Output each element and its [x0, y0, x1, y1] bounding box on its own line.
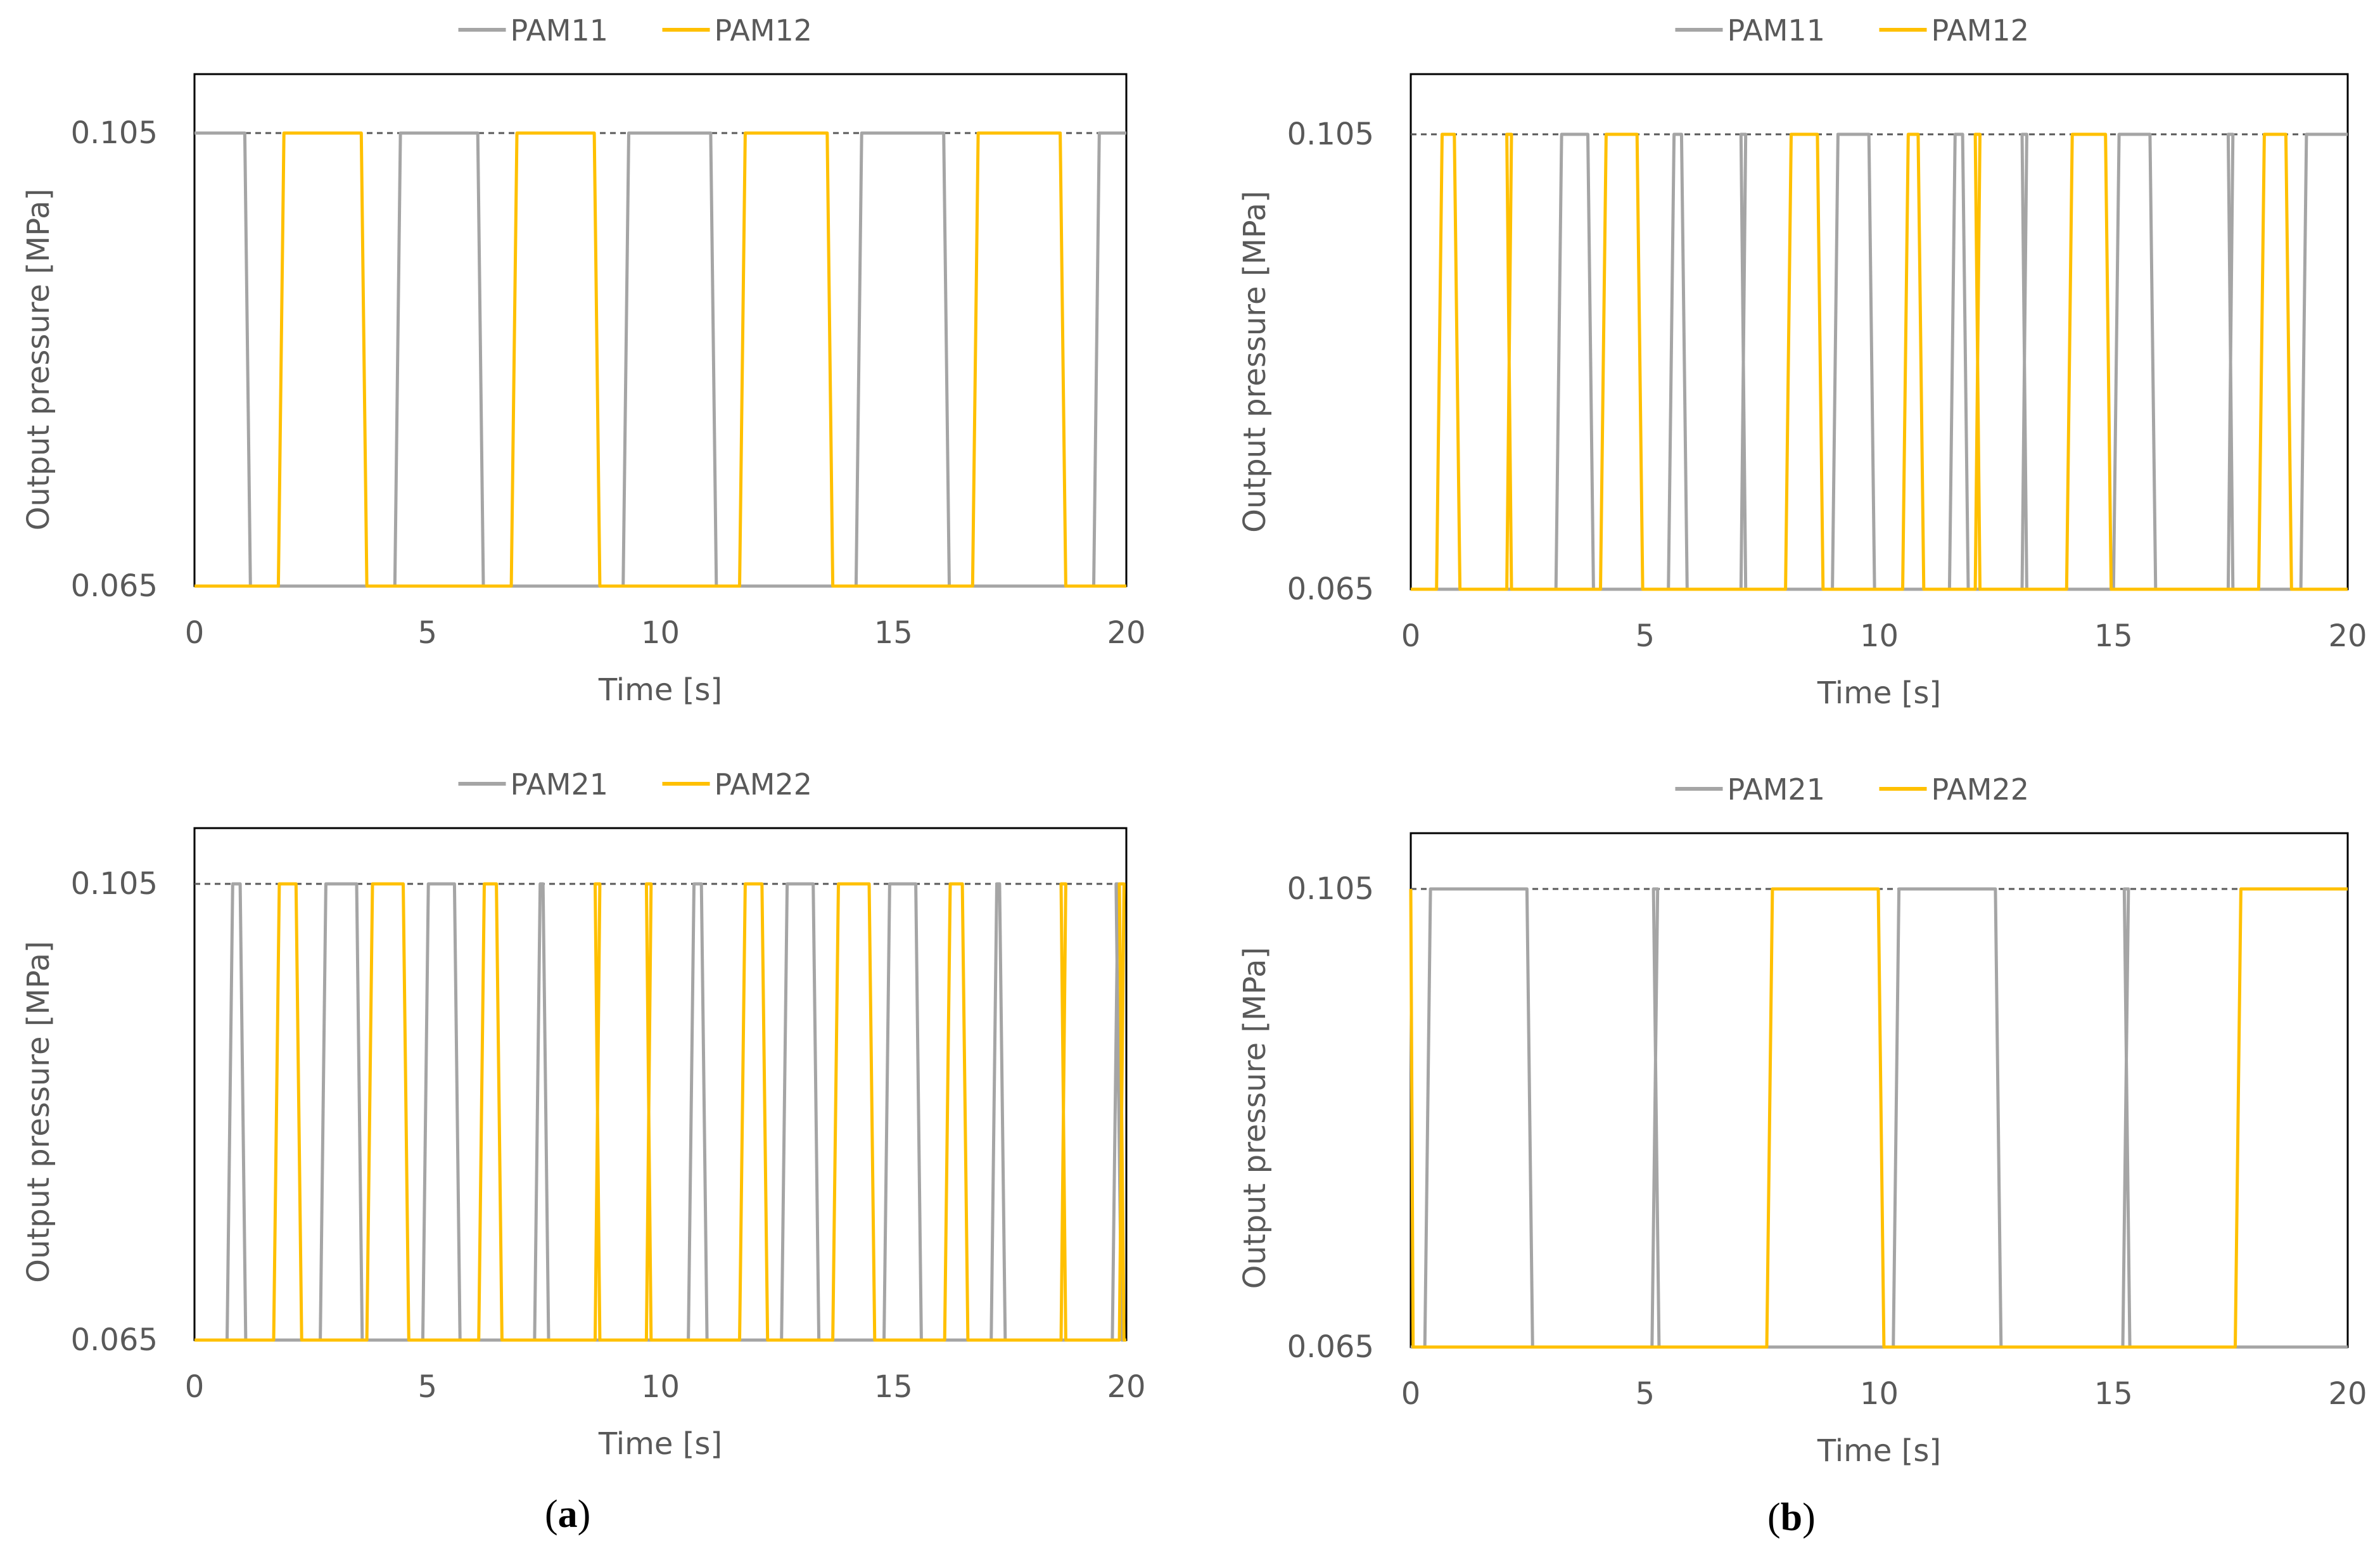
- x-tick-label: 20: [2328, 618, 2367, 654]
- caption-a: (a): [545, 1492, 590, 1537]
- chart-b-bottom: 0 5 10 15 20 0.065 0.105 Time [s] Output pressur…: [1237, 772, 2367, 1469]
- x-tick-label: 0: [1401, 618, 1421, 654]
- caption-b: (b): [1767, 1495, 1816, 1540]
- y-axis-label: Output pressure [MPa]: [1237, 947, 1273, 1289]
- plot-frame: [1410, 73, 2349, 591]
- x-tick-label: 20: [1107, 1369, 1145, 1405]
- x-tick-label: 20: [2328, 1376, 2367, 1412]
- x-tick-label: 5: [417, 615, 437, 651]
- legend-label-pam22: PAM22: [715, 767, 813, 802]
- legend-label-pam12: PAM12: [715, 13, 813, 48]
- y-tick-label: 0.105: [1287, 871, 1374, 907]
- series-line-pam11: [194, 131, 1126, 588]
- x-tick-label: 0: [185, 1369, 205, 1405]
- series-line-pam12: [1411, 132, 2348, 591]
- series-line-pam22: [1409, 887, 2348, 1349]
- x-tick-label: 15: [2094, 1376, 2133, 1412]
- x-axis-label: Time [s]: [1817, 675, 1941, 711]
- x-axis-label: Time [s]: [598, 672, 722, 708]
- chart-a-bottom: 0 5 10 15 20 0.065 0.105 Time [s] Output pressur…: [21, 767, 1146, 1462]
- x-tick-label: 10: [641, 1369, 680, 1405]
- series-line-pam11: [1411, 132, 2348, 591]
- y-axis-label: Output pressure [MPa]: [21, 189, 56, 531]
- legend-label-pam11: PAM11: [1727, 13, 1825, 48]
- legend-label-pam11: PAM11: [511, 13, 609, 48]
- legend: PAM21 PAM22: [1675, 772, 2029, 807]
- y-tick-label: 0.105: [71, 866, 158, 902]
- legend-label-pam21: PAM21: [511, 767, 609, 802]
- x-tick-label: 10: [1860, 618, 1899, 654]
- plot-frame: [193, 827, 1128, 1341]
- y-tick-label: 0.065: [1287, 1329, 1374, 1365]
- y-tick-label: 0.105: [71, 115, 158, 151]
- x-tick-label: 15: [874, 1369, 913, 1405]
- caption-a-letter: a: [557, 1493, 578, 1536]
- y-tick-label: 0.065: [1287, 572, 1374, 607]
- legend-label-pam21: PAM21: [1727, 772, 1825, 807]
- x-axis-label: Time [s]: [1817, 1433, 1941, 1469]
- x-tick-label: 15: [874, 615, 913, 651]
- y-tick-label: 0.105: [1287, 117, 1374, 152]
- y-axis-label: Output pressure [MPa]: [1237, 191, 1273, 533]
- legend-label-pam22: PAM22: [1931, 772, 2029, 807]
- series-line-pam12: [194, 131, 1126, 588]
- y-tick-label: 0.065: [71, 1322, 158, 1358]
- caption-a-open: (: [545, 1493, 558, 1536]
- y-tick-label: 0.065: [71, 568, 158, 604]
- legend: PAM11 PAM12: [458, 13, 813, 48]
- caption-b-open: (: [1767, 1496, 1781, 1539]
- chart-b-top: 0 5 10 15 20 0.065 0.105 Time [s] Output pressur…: [1237, 13, 2367, 711]
- x-tick-label: 5: [417, 1369, 437, 1405]
- x-axis-label: Time [s]: [598, 1426, 722, 1462]
- legend: PAM11 PAM12: [1675, 13, 2029, 48]
- y-axis-label: Output pressure [MPa]: [21, 941, 56, 1283]
- x-tick-label: 0: [185, 615, 205, 651]
- series-line-pam22: [194, 882, 1126, 1342]
- chart-a-top: 0 5 10 15 20 0.065 0.105 Time [s] Output pressur…: [21, 13, 1146, 708]
- plot-frame: [193, 73, 1128, 587]
- caption-b-close: ): [1802, 1496, 1816, 1539]
- x-tick-label: 0: [1401, 1376, 1421, 1412]
- legend: PAM21 PAM22: [458, 767, 813, 802]
- x-tick-label: 5: [1635, 618, 1655, 654]
- x-tick-label: 10: [1860, 1376, 1899, 1412]
- caption-b-letter: b: [1780, 1496, 1803, 1539]
- series-line-pam21: [194, 882, 1126, 1342]
- legend-label-pam12: PAM12: [1931, 13, 2029, 48]
- x-tick-label: 15: [2094, 618, 2133, 654]
- x-tick-label: 5: [1635, 1376, 1655, 1412]
- series-line-pam21: [1411, 887, 2348, 1349]
- x-tick-label: 10: [641, 615, 680, 651]
- x-tick-label: 20: [1107, 615, 1145, 651]
- caption-a-close: ): [577, 1493, 591, 1536]
